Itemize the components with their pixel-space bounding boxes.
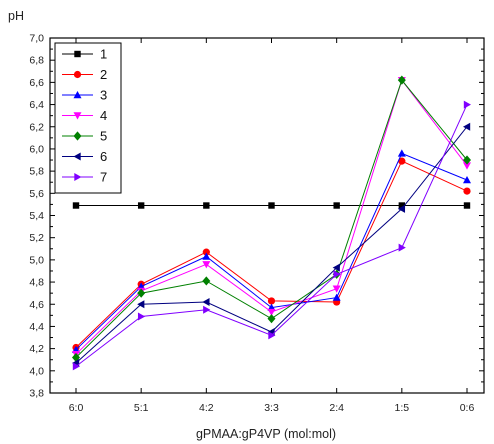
series-6-point bbox=[202, 298, 210, 307]
series-4-point bbox=[463, 162, 471, 170]
series-2-point bbox=[202, 248, 210, 256]
legend-marker bbox=[73, 152, 81, 161]
y-axis-title: pH bbox=[8, 9, 24, 23]
y-tick-label: 4,2 bbox=[29, 343, 44, 355]
y-tick-label: 5,6 bbox=[29, 188, 44, 200]
series-6-point bbox=[137, 300, 145, 309]
legend-marker bbox=[74, 173, 82, 181]
y-tick-label: 5,4 bbox=[29, 210, 44, 222]
y-tick-label: 4,4 bbox=[29, 321, 44, 333]
series-7-line bbox=[75, 104, 468, 367]
series-6-point bbox=[332, 263, 340, 272]
x-axis-title: gPMAA:gP4VP (mol:mol) bbox=[196, 427, 336, 441]
legend-marker bbox=[73, 112, 82, 120]
x-axis-ticks: 6:0 5:1 4:2 3:3 2:4 1:5 0:6 bbox=[69, 38, 475, 414]
x-tick-label: 4:2 bbox=[199, 402, 214, 414]
series-2-point bbox=[267, 297, 276, 305]
series-5-point bbox=[202, 276, 211, 286]
series-5-point bbox=[397, 75, 406, 85]
legend-label: 4 bbox=[100, 108, 107, 123]
legend-label: 3 bbox=[100, 88, 107, 103]
series-3-point bbox=[202, 252, 211, 260]
legend: 1 2 3 4 5 6 7 bbox=[54, 42, 122, 194]
series-7-point bbox=[333, 270, 341, 279]
series-1-point bbox=[333, 202, 340, 209]
legend-box bbox=[54, 42, 122, 194]
series-3-point bbox=[397, 149, 406, 157]
series-6-point bbox=[463, 122, 471, 131]
series-2-point bbox=[398, 157, 406, 165]
series-5-point bbox=[267, 314, 276, 324]
x-tick-label: 6:0 bbox=[69, 402, 84, 414]
y-axis-ticks: 3,8 4,0 4,2 4,4 4,6 4,8 5,0 5,2 5,4 5,6 5,8 6,0 6,2 6… bbox=[29, 33, 484, 400]
x-tick-label: 5:1 bbox=[134, 402, 149, 414]
series-7-point bbox=[72, 362, 80, 371]
legend-marker bbox=[73, 91, 82, 99]
y-tick-label: 5,8 bbox=[29, 166, 44, 178]
legend-marker bbox=[73, 131, 82, 141]
series-5-point bbox=[137, 288, 146, 298]
legend-label: 2 bbox=[100, 67, 107, 82]
y-tick-label: 6,4 bbox=[29, 99, 44, 111]
series-4-point bbox=[267, 308, 276, 317]
series-1-point bbox=[268, 202, 275, 209]
y-tick-label: 6,0 bbox=[29, 143, 44, 155]
y-tick-label: 4,6 bbox=[29, 299, 44, 311]
y-tick-label: 6,2 bbox=[29, 121, 44, 133]
series-6 bbox=[72, 122, 471, 368]
series-1-point bbox=[463, 202, 471, 209]
y-tick-label: 5,0 bbox=[29, 254, 44, 266]
legend-label: 1 bbox=[100, 47, 107, 62]
series-1 bbox=[72, 202, 471, 209]
legend-label: 5 bbox=[100, 129, 107, 144]
series-3-point bbox=[332, 293, 341, 301]
y-tick-label: 5,2 bbox=[29, 232, 44, 244]
y-tick-label: 3,8 bbox=[29, 388, 44, 400]
legend-marker bbox=[74, 50, 81, 58]
y-tick-label: 4,0 bbox=[29, 365, 44, 377]
series-7-point bbox=[137, 312, 146, 321]
x-tick-label: 2:4 bbox=[329, 402, 344, 414]
y-tick-label: 6,8 bbox=[29, 55, 44, 67]
y-tick-label: 7,0 bbox=[29, 33, 44, 45]
y-tick-label: 6,6 bbox=[29, 77, 44, 89]
series-3-point bbox=[463, 176, 471, 184]
series-2-point bbox=[463, 187, 471, 195]
series-1-point bbox=[398, 202, 406, 209]
series-7-point bbox=[398, 243, 406, 252]
x-tick-label: 1:5 bbox=[395, 402, 410, 414]
series-4-point bbox=[202, 261, 211, 269]
series-1-point bbox=[203, 202, 210, 209]
series-6-line bbox=[75, 126, 468, 364]
legend-marker bbox=[73, 70, 82, 79]
x-tick-label: 3:3 bbox=[264, 402, 279, 414]
x-tick-label: 0:6 bbox=[460, 402, 475, 414]
legend-label: 6 bbox=[100, 149, 107, 164]
series-5 bbox=[72, 75, 471, 363]
series-5-point bbox=[463, 155, 471, 165]
series-7-point bbox=[268, 331, 276, 340]
series-7-point bbox=[463, 100, 471, 109]
y-tick-label: 4,8 bbox=[29, 277, 44, 289]
series-7 bbox=[72, 100, 471, 371]
legend-label: 7 bbox=[100, 170, 107, 185]
series-7-point bbox=[203, 305, 211, 314]
series-1-point bbox=[137, 202, 145, 209]
series-lines bbox=[72, 75, 471, 371]
series-6-point bbox=[397, 204, 406, 213]
series-4-point bbox=[332, 285, 341, 293]
series-1-point bbox=[72, 202, 80, 209]
